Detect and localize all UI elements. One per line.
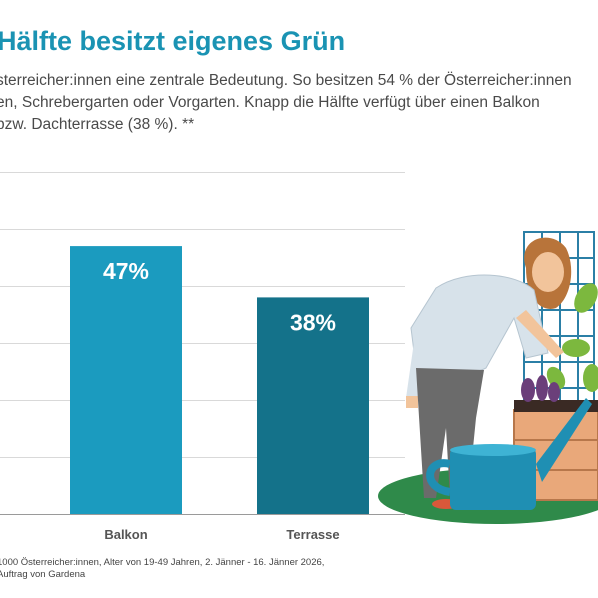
intro-line: bzw. Dachterrasse (38 %). ** — [0, 116, 195, 133]
woman-gardening-illustration — [378, 231, 598, 524]
woman-arm — [516, 310, 564, 358]
woman-arm-left — [406, 328, 431, 400]
intro-line: en, Schrebergarten oder Vorgarten. Knapp… — [0, 94, 540, 111]
labels: 47% Balkon 38% Terrasse — [103, 258, 340, 542]
data-label-terrasse: 38% — [290, 309, 336, 335]
bars — [70, 246, 369, 514]
page-title: Hälfte besitzt eigenes Grün — [0, 26, 346, 56]
category-label-balkon: Balkon — [104, 527, 147, 542]
purple-plants — [521, 375, 560, 402]
watering-can — [426, 398, 592, 510]
bar-terrasse — [257, 297, 369, 514]
plant-leaves — [546, 283, 598, 392]
woman-face — [532, 252, 564, 292]
intro-line: sterreicher:innen eine zentrale Bedeutun… — [0, 72, 572, 89]
footnote-line: Auftrag von Gardena — [0, 569, 86, 580]
data-label-balkon: 47% — [103, 258, 149, 284]
bar-balkon — [70, 246, 182, 514]
category-label-terrasse: Terrasse — [286, 527, 339, 542]
footnote: 1000 Österreicher:innen, Alter von 19-49… — [0, 557, 324, 581]
footnote-line: 1000 Österreicher:innen, Alter von 19-49… — [0, 557, 325, 568]
intro-text: sterreicher:innen eine zentrale Bedeutun… — [0, 70, 598, 136]
